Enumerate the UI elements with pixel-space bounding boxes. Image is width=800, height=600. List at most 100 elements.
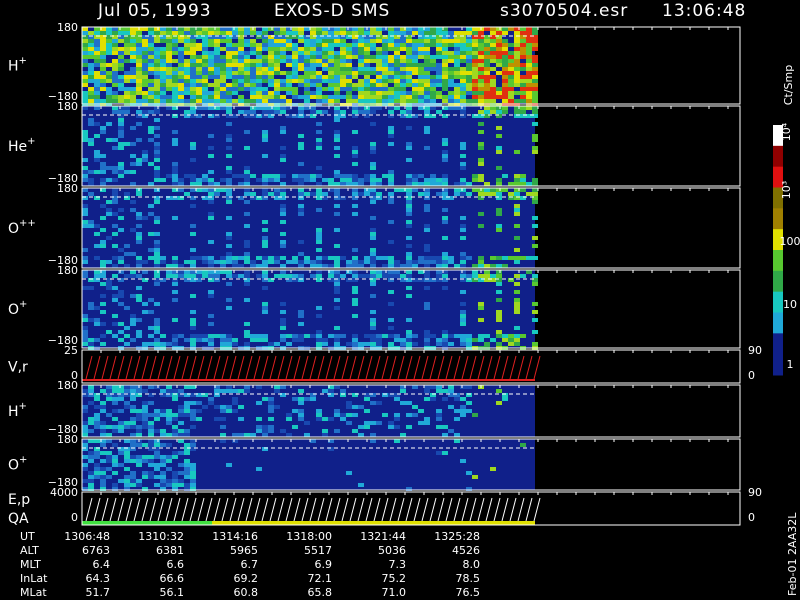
spectrogram-cell (328, 389, 334, 393)
spectrogram-cell (160, 63, 166, 67)
spectrogram-cell (238, 196, 244, 200)
spectrogram-cell (274, 103, 280, 107)
spectrogram-cell (382, 51, 388, 55)
spectrogram-cell (178, 63, 184, 67)
spectrogram-cell (322, 79, 328, 83)
spectrogram-cell (82, 99, 88, 103)
spectrogram-cell (238, 103, 244, 107)
spectrogram-cell (418, 192, 424, 196)
spectrogram-cell (190, 75, 196, 79)
spectrogram-cell (214, 47, 220, 51)
spectrogram-cell (190, 487, 196, 491)
spectrogram-cell (436, 103, 442, 107)
spectrogram-cell (532, 278, 538, 282)
spectrogram-cell (526, 79, 532, 83)
spectrogram-cell (154, 322, 160, 326)
spectrogram-cell (316, 182, 322, 186)
spectrogram-cell (268, 83, 274, 87)
spectrogram-cell (298, 401, 304, 405)
spectrogram-cell (502, 256, 508, 260)
spectrogram-cell (502, 59, 508, 63)
spectrogram-cell (358, 425, 364, 429)
spectrogram-cell (100, 35, 106, 39)
spectrogram-cell (148, 126, 154, 130)
spectrogram-cell (154, 413, 160, 417)
spectrogram-cell (310, 75, 316, 79)
spectrogram-cell (106, 397, 112, 401)
spectrogram-cell (274, 31, 280, 35)
spectrogram-cell (286, 99, 292, 103)
spectrogram-cell (346, 103, 352, 107)
spectrogram-cell (358, 83, 364, 87)
spectrogram-cell (466, 471, 472, 475)
spectrogram-cell (484, 79, 490, 83)
spectrogram-cell (370, 310, 376, 314)
spectrogram-cell (142, 47, 148, 51)
spectrogram-cell (142, 487, 148, 491)
spectrogram-cell (298, 417, 304, 421)
spectrogram-cell (88, 338, 94, 342)
spectrogram-cell (502, 110, 508, 114)
spectrogram-cell (424, 270, 430, 274)
spectrogram-cell (340, 79, 346, 83)
spectrogram-cell (442, 87, 448, 91)
spectrogram-cell (190, 270, 196, 274)
row-value: 1314:16 (212, 530, 258, 543)
spectrogram-cell (160, 71, 166, 75)
spectrogram-cell (316, 314, 322, 318)
spectrogram-cell (112, 196, 118, 200)
spectrogram-cell (310, 106, 316, 110)
spectrogram-cell (292, 31, 298, 35)
spectrogram-cell (124, 326, 130, 330)
spectrogram-cell (520, 79, 526, 83)
spectrogram-cell (232, 397, 238, 401)
spectrogram-cell (154, 158, 160, 162)
spectrogram-cell (340, 83, 346, 87)
spectrogram-cell (436, 278, 442, 282)
spectrogram-cell (442, 150, 448, 154)
sawtooth (277, 355, 285, 380)
spectrogram-cell (100, 130, 106, 134)
spectrogram-cell (94, 106, 100, 110)
spectrogram-cell (448, 405, 454, 409)
spectrogram-cell (532, 87, 538, 91)
spectrogram-cell (472, 270, 478, 274)
spectrogram-cell (394, 439, 400, 443)
spectrogram-cell (130, 385, 136, 389)
spectrogram-cell (88, 306, 94, 310)
spectrogram-cell (220, 39, 226, 43)
spectrogram-cell (310, 110, 316, 114)
spectrogram-cell (334, 306, 340, 310)
spectrogram-cell (250, 67, 256, 71)
spectrogram-cell (184, 99, 190, 103)
spectrogram-cell (82, 455, 88, 459)
spectrogram-cell (364, 256, 370, 260)
spectrogram-cell (238, 47, 244, 51)
spectrogram-cell (262, 192, 268, 196)
spectrogram-cell (424, 192, 430, 196)
spectrogram-cell (532, 122, 538, 126)
spectrogram-cell (280, 204, 286, 208)
spectrogram-cell (298, 63, 304, 67)
spectrogram-cell (166, 270, 172, 274)
spectrogram-cell (322, 27, 328, 31)
spectrogram-cell (310, 178, 316, 182)
spectrogram-cell (496, 270, 502, 274)
spectrogram-cell (316, 240, 322, 244)
spectrogram-cell (352, 71, 358, 75)
spectrogram-cell (196, 278, 202, 282)
spectrogram-cell (160, 178, 166, 182)
sawtooth (525, 355, 533, 380)
spectrogram-cell (100, 274, 106, 278)
spectrogram-cell (154, 95, 160, 99)
spectrogram-cell (316, 334, 322, 338)
sawtooth (133, 497, 141, 522)
sawtooth (413, 497, 421, 522)
spectrogram-cell (112, 286, 118, 290)
spectrogram-cell (478, 79, 484, 83)
spectrogram-cell (142, 389, 148, 393)
spectrogram-cell (388, 334, 394, 338)
spectrogram-cell (268, 174, 274, 178)
spectrogram-cell (352, 248, 358, 252)
spectrogram-cell (274, 260, 280, 264)
